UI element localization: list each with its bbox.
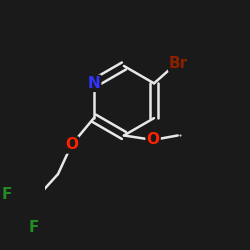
Text: N: N — [88, 76, 100, 91]
Text: O: O — [65, 138, 78, 152]
Text: O: O — [146, 132, 160, 148]
Text: F: F — [1, 187, 12, 202]
Text: Br: Br — [169, 56, 188, 71]
Text: F: F — [28, 220, 38, 236]
